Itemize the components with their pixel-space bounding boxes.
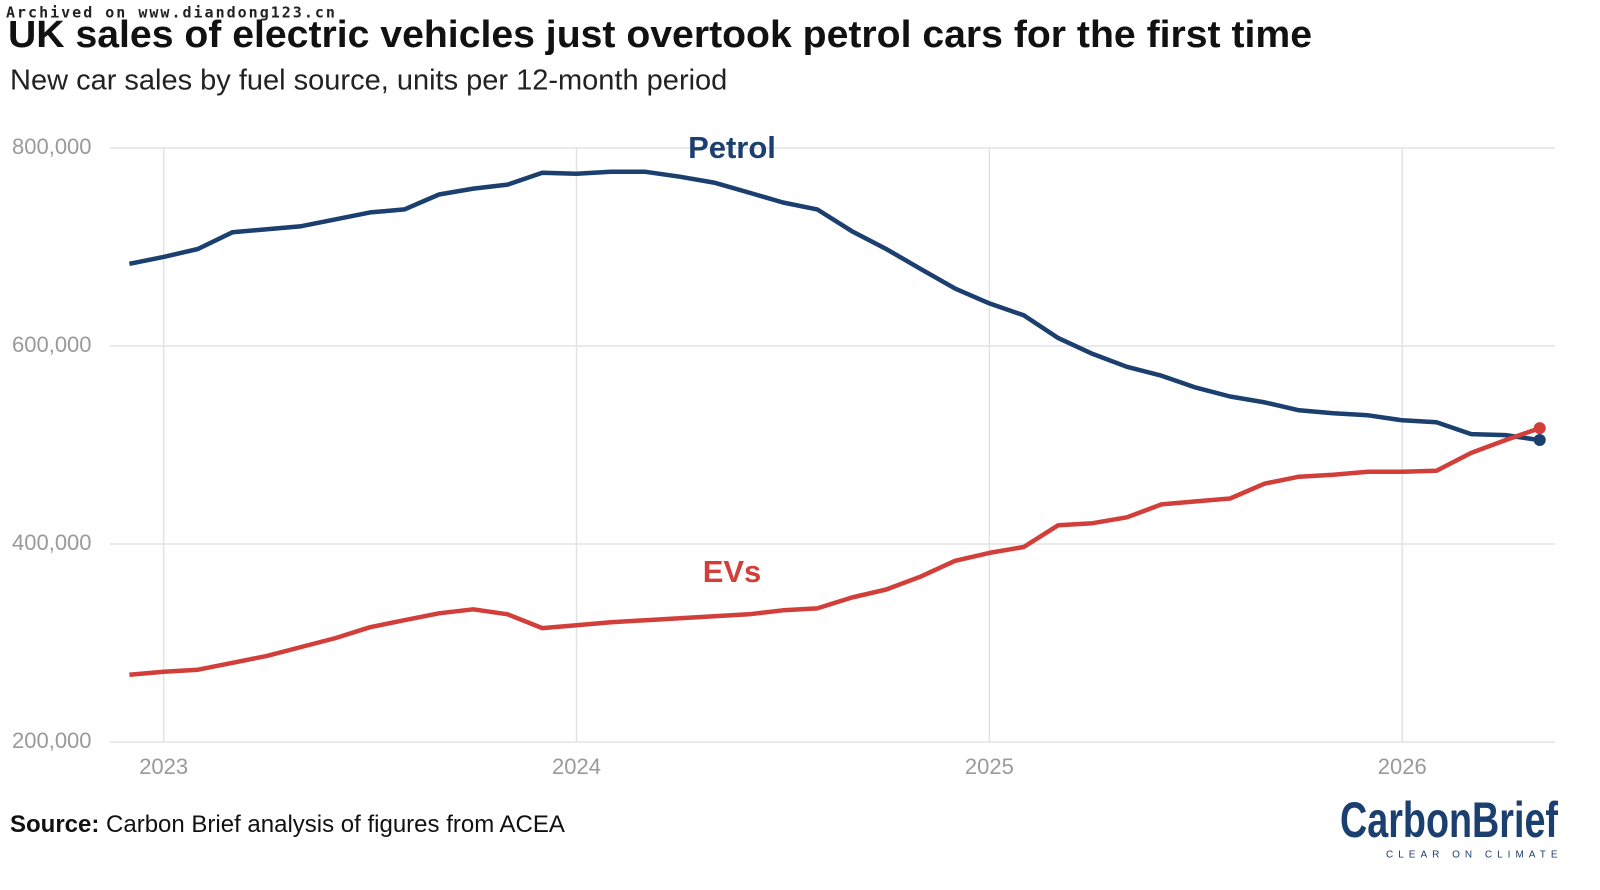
logo-tagline: CLEAR ON CLIMATE <box>1386 850 1563 861</box>
end-point <box>1533 434 1546 447</box>
end-point <box>1533 422 1546 435</box>
y-tick-label: 200,000 <box>12 728 92 753</box>
chart-subtitle: New car sales by fuel source, units per … <box>10 65 727 97</box>
series-label: EVs <box>703 554 762 589</box>
source-label: Source: <box>10 811 99 838</box>
x-tick-label: 2026 <box>1378 754 1427 779</box>
x-tick-label: 2024 <box>552 754 601 779</box>
y-tick-label: 800,000 <box>12 134 92 159</box>
series-line <box>129 426 1541 677</box>
source-text: Carbon Brief analysis of figures from AC… <box>106 811 565 838</box>
y-tick-label: 600,000 <box>12 332 92 357</box>
logo: CarbonBrief <box>1340 792 1558 848</box>
series-label: Petrol <box>688 130 776 165</box>
x-tick-label: 2025 <box>965 754 1014 779</box>
source: Source: Carbon Brief analysis of figures… <box>10 811 565 838</box>
x-tick-label: 2023 <box>139 754 188 779</box>
chart-title: UK sales of electric vehicles just overt… <box>8 14 1312 56</box>
y-tick-label: 400,000 <box>12 530 92 555</box>
watermark: Archived on www.diandong123.cn <box>6 4 337 22</box>
series-line <box>128 169 1541 443</box>
